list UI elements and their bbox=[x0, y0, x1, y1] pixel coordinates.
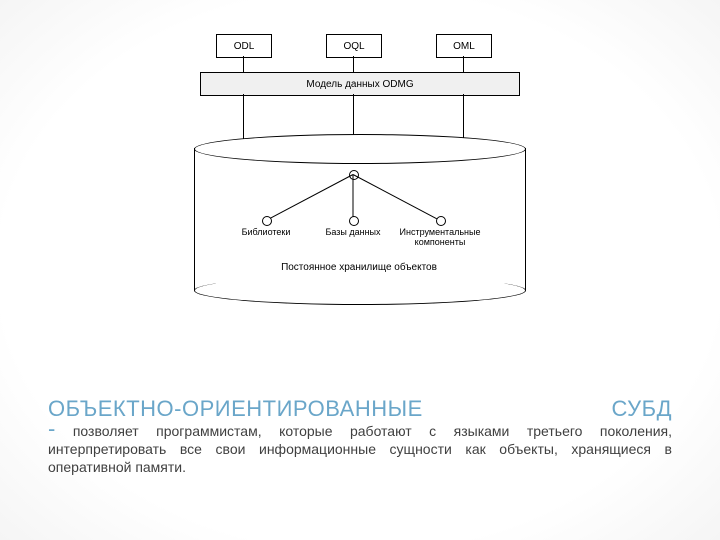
title-text: ОБЪЕКТНО-ОРИЕНТИРОВАННЫЕ СУБД bbox=[48, 396, 672, 421]
box-label: ODL bbox=[234, 41, 255, 52]
caption-body: - позволяет программистам, которые работ… bbox=[48, 422, 672, 477]
box-odl: ODL bbox=[216, 34, 272, 58]
tree-child-label: Инструментальныекомпоненты bbox=[390, 228, 490, 248]
connector bbox=[463, 56, 464, 72]
cylinder-caption-text: Постоянное хранилище объектов bbox=[281, 262, 437, 273]
box-oql: OQL bbox=[326, 34, 382, 58]
title-dash: - bbox=[48, 416, 55, 441]
cylinder-caption: Постоянное хранилище объектов bbox=[194, 262, 524, 273]
connector bbox=[243, 56, 244, 72]
body-text: позволяет программистам, которые работаю… bbox=[48, 423, 672, 475]
tree-child-label: Библиотеки bbox=[216, 228, 316, 238]
tree-child-node bbox=[349, 216, 359, 226]
connector bbox=[463, 94, 464, 142]
tree-child-node bbox=[436, 216, 446, 226]
cylinder-top bbox=[194, 134, 526, 164]
tree-child-label: Базы данных bbox=[303, 228, 403, 238]
connector bbox=[243, 94, 244, 142]
diagram-panel: ODL OQL OML Модель данных ODMG Библиотек… bbox=[176, 24, 546, 354]
caption-title: ОБЪЕКТНО-ОРИЕНТИРОВАННЫЕ СУБД bbox=[48, 396, 672, 422]
box-label: OQL bbox=[343, 41, 364, 52]
box-odmg-model: Модель данных ODMG bbox=[200, 72, 520, 96]
tree-edge bbox=[353, 175, 354, 221]
connector bbox=[353, 56, 354, 72]
cylinder-bottom bbox=[194, 276, 526, 305]
box-oml: OML bbox=[436, 34, 492, 58]
box-label: Модель данных ODMG bbox=[306, 79, 413, 90]
box-label: OML bbox=[453, 41, 475, 52]
caption-block: ОБЪЕКТНО-ОРИЕНТИРОВАННЫЕ СУБД - позволяе… bbox=[48, 396, 672, 477]
tree-child-node bbox=[262, 216, 272, 226]
